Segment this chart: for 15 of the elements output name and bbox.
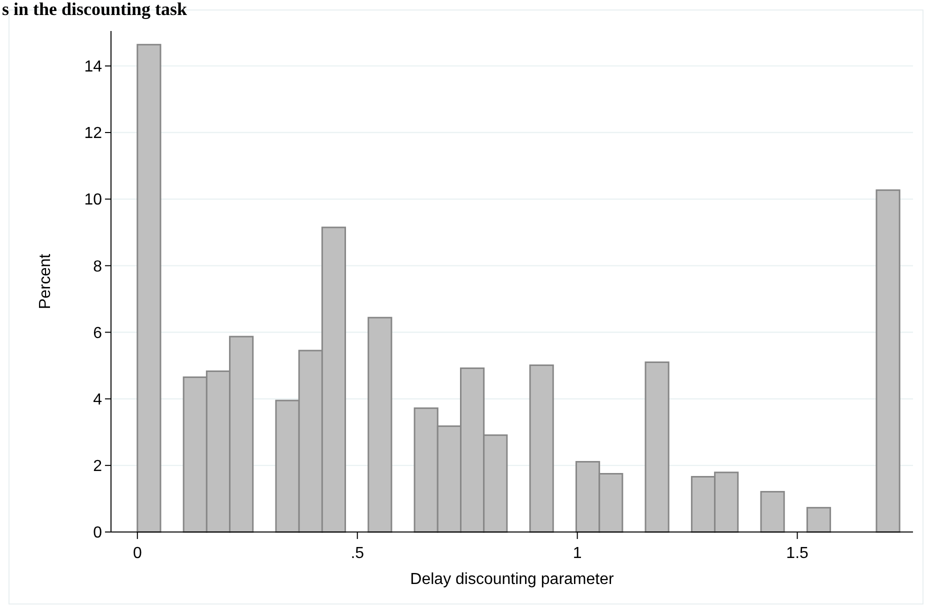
y-tick-label: 2	[93, 458, 102, 476]
y-tick-label: 8	[93, 258, 102, 276]
x-tick-label: 1	[572, 545, 582, 562]
y-tick-label: 14	[84, 58, 102, 76]
chart-title: s in the discounting task	[2, 0, 188, 19]
y-axis-title: Percent	[37, 253, 54, 310]
y-tick-label: 0	[93, 524, 102, 542]
y-tick-label: 10	[84, 192, 102, 209]
y-tick-label: 12	[84, 125, 102, 142]
x-tick-label: 1.5	[786, 545, 809, 562]
y-tick-label: 6	[93, 324, 102, 342]
x-tick-label: .5	[350, 545, 364, 562]
y-tick-label: 4	[93, 391, 102, 408]
x-axis-title: Delay discounting parameter	[410, 571, 614, 588]
x-tick-label: 0	[132, 545, 142, 562]
